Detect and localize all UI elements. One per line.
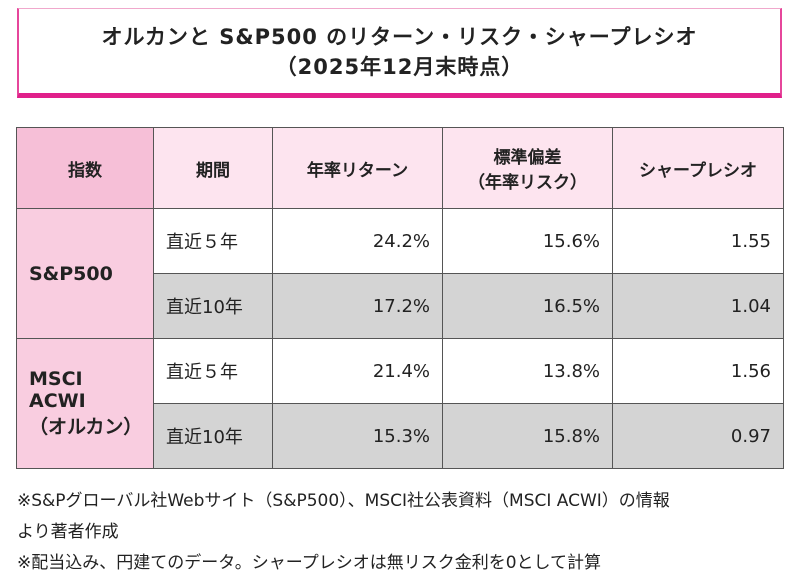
- data-table: 指数 期間 年率リターン 標準偏差 （年率リスク） シャープレシオ S&P500 直近５年 2…: [16, 127, 784, 469]
- header-cell: シャープレシオ: [612, 127, 784, 209]
- table-row: S&P500 直近５年 24.2% 15.6% 1.55: [16, 208, 784, 339]
- text-line: 年率リターン: [306, 160, 409, 181]
- value-cell: 15.8%: [442, 403, 613, 469]
- value-cell: 0.97: [612, 403, 784, 469]
- header-row: 指数 期間 年率リターン 標準偏差 （年率リスク） シャープレシオ: [16, 127, 784, 209]
- header-cell: 標準偏差 （年率リスク）: [442, 127, 613, 209]
- text-line: より著者作成: [17, 522, 119, 542]
- text-line: ※S&Pグローバル社Webサイト（S&P500）、MSCI社公表資料（MSCI …: [17, 491, 670, 511]
- text-line: 標準偏差: [493, 148, 562, 168]
- period-cell: 直近５年: [153, 208, 273, 274]
- value-cell: 1.56: [612, 338, 784, 404]
- text-line: ※配当込み、円建てのデータ。シャープレシオは無リスク金利を0として計算: [17, 553, 602, 573]
- text-line: シャープレシオ: [639, 160, 757, 181]
- value-cell: 15.6%: [442, 208, 613, 274]
- title-line: オルカンと S&P500 のリターン・リスク・シャープレシオ: [101, 25, 698, 49]
- text-line: 指数: [68, 160, 102, 181]
- value-cell: 1.55: [612, 208, 784, 274]
- header-cell: 年率リターン: [272, 127, 443, 209]
- note: ※配当込み、円建てのデータ。シャープレシオは無リスク金利を0として計算: [17, 548, 670, 579]
- value-cell: 17.2%: [272, 273, 443, 339]
- header-cell: 指数: [16, 127, 154, 209]
- title-box: オルカンと S&P500 のリターン・リスク・シャープレシオ （2025年12月…: [17, 8, 782, 98]
- value-cell: 1.04: [612, 273, 784, 339]
- period-cell: 直近10年: [153, 403, 273, 469]
- header-cell: 期間: [153, 127, 273, 209]
- table-row: 直近10年 15.3% 15.8% 0.97: [17, 403, 784, 469]
- period-cell: 直近10年: [153, 273, 273, 339]
- index-cell: S&P500: [16, 208, 154, 339]
- text-line: （オルカン）: [29, 416, 143, 438]
- table-body: S&P500 直近５年 24.2% 15.6% 1.55 直近10年 17.2% 16.5% 1…: [16, 208, 784, 469]
- table-row: MSCI ACWI （オルカン） 直近５年 21.4% 13.8% 1.56: [16, 338, 784, 469]
- text-line: 期間: [196, 160, 230, 181]
- value-cell: 24.2%: [272, 208, 443, 274]
- text-line: MSCI ACWI: [29, 368, 86, 412]
- note: ※S&Pグローバル社Webサイト（S&P500）、MSCI社公表資料（MSCI …: [17, 486, 670, 548]
- title-line: （2025年12月末時点）: [275, 55, 524, 79]
- table-row: 直近10年 17.2% 16.5% 1.04: [17, 273, 784, 339]
- index-cell: MSCI ACWI （オルカン）: [16, 338, 154, 469]
- notes: ※S&Pグローバル社Webサイト（S&P500）、MSCI社公表資料（MSCI …: [17, 486, 670, 579]
- text-line: S&P500: [29, 262, 113, 285]
- text-line: （年率リスク）: [468, 173, 587, 193]
- value-cell: 16.5%: [442, 273, 613, 339]
- value-cell: 15.3%: [272, 403, 443, 469]
- value-cell: 13.8%: [442, 338, 613, 404]
- period-cell: 直近５年: [153, 338, 273, 404]
- value-cell: 21.4%: [272, 338, 443, 404]
